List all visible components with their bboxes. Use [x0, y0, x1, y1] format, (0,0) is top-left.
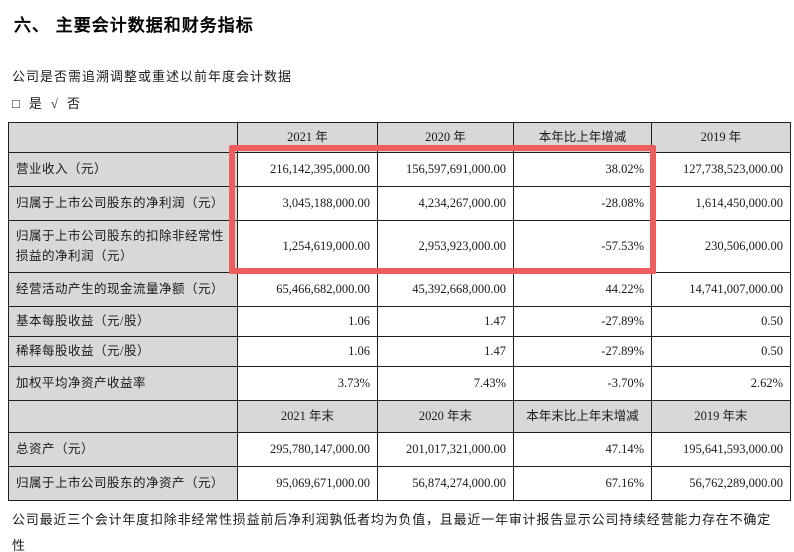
value-2021: 1,254,619,000.00 — [237, 220, 378, 273]
row-label: 归属于上市公司股东的扣除非经常性损益的净利润（元） — [8, 220, 238, 273]
value-2020: 1.47 — [377, 336, 514, 367]
row-label: 营业收入（元） — [8, 152, 238, 187]
header-blank — [8, 400, 238, 433]
value-2019: 230,506,000.00 — [651, 220, 791, 273]
value-2021: 95,069,671,000.00 — [237, 466, 378, 501]
table-row: 稀释每股收益（元/股） 1.06 1.47 -27.89% 0.50 — [8, 336, 791, 367]
header-2021-end: 2021 年末 — [237, 400, 378, 433]
value-2019: 2.62% — [651, 366, 791, 401]
row-label: 归属于上市公司股东的净资产（元） — [8, 466, 238, 501]
value-2020: 56,874,274,000.00 — [377, 466, 514, 501]
value-change: 38.02% — [513, 152, 652, 187]
value-2020: 4,234,267,000.00 — [377, 186, 514, 221]
value-2020: 7.43% — [377, 366, 514, 401]
value-2019: 195,641,593,000.00 — [651, 432, 791, 467]
value-2019: 1,614,450,000.00 — [651, 186, 791, 221]
table-header-yearend: 2021 年末 2020 年末 本年末比上年末增减 2019 年末 — [8, 400, 791, 433]
header-2019-end: 2019 年末 — [651, 400, 791, 433]
value-2019: 56,762,289,000.00 — [651, 466, 791, 501]
section-title: 六、 主要会计数据和财务指标 — [14, 16, 254, 35]
value-2021: 295,780,147,000.00 — [237, 432, 378, 467]
value-change: -28.08% — [513, 186, 652, 221]
row-label: 基本每股收益（元/股） — [8, 306, 238, 337]
header-2019: 2019 年 — [651, 122, 791, 153]
value-2021: 216,142,395,000.00 — [237, 152, 378, 187]
header-yoy-change: 本年比上年增减 — [513, 122, 652, 153]
header-2020-end: 2020 年末 — [377, 400, 514, 433]
table-row: 归属于上市公司股东的扣除非经常性损益的净利润（元） 1,254,619,000.… — [8, 220, 791, 273]
value-change: -57.53% — [513, 220, 652, 273]
value-2020: 156,597,691,000.00 — [377, 152, 514, 187]
value-2021: 3,045,188,000.00 — [237, 186, 378, 221]
restatement-answer: □ 是 √ 否 — [12, 93, 89, 112]
check-icon: √ — [50, 96, 60, 111]
header-yearend-change: 本年末比上年末增减 — [513, 400, 652, 433]
header-2020: 2020 年 — [377, 122, 514, 153]
value-change: -3.70% — [513, 366, 652, 401]
value-2020: 201,017,321,000.00 — [377, 432, 514, 467]
value-2021: 3.73% — [237, 366, 378, 401]
row-label: 经营活动产生的现金流量净额（元） — [8, 272, 238, 307]
value-change: -27.89% — [513, 306, 652, 337]
table-row: 归属于上市公司股东的净利润（元） 3,045,188,000.00 4,234,… — [8, 186, 791, 221]
value-2021: 1.06 — [237, 306, 378, 337]
yes-label: 是 — [28, 96, 43, 111]
table-row: 基本每股收益（元/股） 1.06 1.47 -27.89% 0.50 — [8, 306, 791, 337]
table-row: 加权平均净资产收益率 3.73% 7.43% -3.70% 2.62% — [8, 366, 791, 401]
value-2019: 127,738,523,000.00 — [651, 152, 791, 187]
table-row: 总资产（元） 295,780,147,000.00 201,017,321,00… — [8, 432, 791, 467]
value-change: 44.22% — [513, 272, 652, 307]
value-change: -27.89% — [513, 336, 652, 367]
row-label: 稀释每股收益（元/股） — [8, 336, 238, 367]
restatement-question: 公司是否需追溯调整或重述以前年度会计数据 — [12, 69, 293, 84]
value-2020: 45,392,668,000.00 — [377, 272, 514, 307]
value-2020: 2,953,923,000.00 — [377, 220, 514, 273]
going-concern-footnote: 公司最近三个会计年度扣除非经常性损益前后净利润孰低者均为负值，且最近一年审计报告… — [12, 512, 772, 552]
value-2019: 14,741,007,000.00 — [651, 272, 791, 307]
financial-indicators-table: 2021 年 2020 年 本年比上年增减 2019 年 营业收入（元） 216… — [8, 122, 791, 501]
header-blank — [8, 122, 238, 153]
table-row: 经营活动产生的现金流量净额（元） 65,466,682,000.00 45,39… — [8, 272, 791, 307]
table-row: 归属于上市公司股东的净资产（元） 95,069,671,000.00 56,87… — [8, 466, 791, 501]
value-change: 47.14% — [513, 432, 652, 467]
value-change: 67.16% — [513, 466, 652, 501]
value-2021: 65,466,682,000.00 — [237, 272, 378, 307]
checkbox-unchecked-icon: □ — [12, 96, 21, 111]
table-row: 营业收入（元） 216,142,395,000.00 156,597,691,0… — [8, 152, 791, 187]
table-header-annual: 2021 年 2020 年 本年比上年增减 2019 年 — [8, 122, 791, 153]
value-2020: 1.47 — [377, 306, 514, 337]
row-label: 归属于上市公司股东的净利润（元） — [8, 186, 238, 221]
row-label: 加权平均净资产收益率 — [8, 366, 238, 401]
value-2019: 0.50 — [651, 336, 791, 367]
row-label: 总资产（元） — [8, 432, 238, 467]
value-2019: 0.50 — [651, 306, 791, 337]
no-label: 否 — [67, 96, 82, 111]
value-2021: 1.06 — [237, 336, 378, 367]
header-2021: 2021 年 — [237, 122, 378, 153]
